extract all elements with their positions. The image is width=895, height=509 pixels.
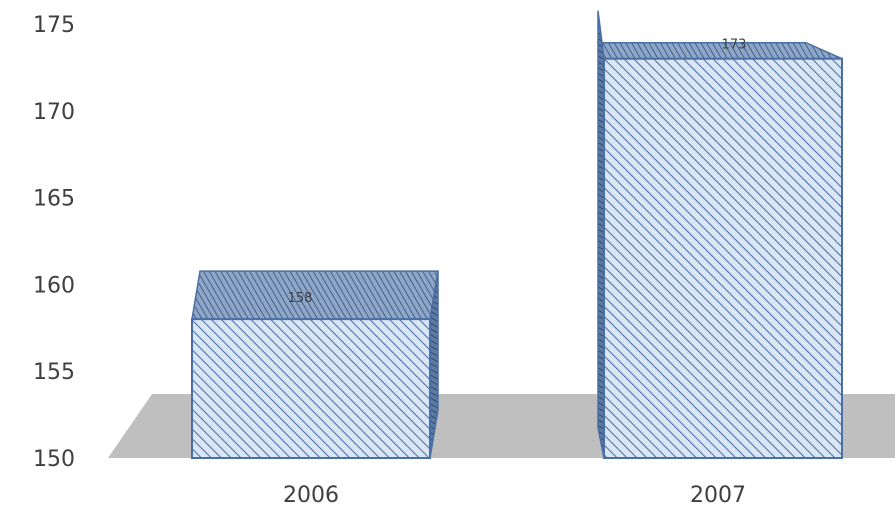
- x-axis: 2006 2007: [283, 483, 746, 508]
- y-tick-label: 165: [33, 187, 75, 212]
- bar-top-face: [596, 41, 843, 60]
- y-tick-label: 155: [33, 360, 75, 385]
- bar-front-face: [603, 57, 843, 459]
- bar-2006: 158: [191, 270, 439, 459]
- x-category-label: 2006: [283, 483, 339, 508]
- y-tick-label: 175: [33, 13, 75, 38]
- y-tick-label: 170: [33, 100, 75, 125]
- data-label: 173: [722, 38, 747, 53]
- data-label: 158: [288, 291, 313, 306]
- bar-top-face: [191, 270, 439, 320]
- bar-2007: 173: [596, 10, 843, 459]
- y-tick-label: 150: [33, 447, 75, 472]
- x-category-label: 2007: [690, 483, 746, 508]
- y-tick-label: 160: [33, 273, 75, 298]
- y-axis: 150 155 160 165 170 175: [33, 13, 75, 472]
- bar-front-face: [191, 318, 431, 459]
